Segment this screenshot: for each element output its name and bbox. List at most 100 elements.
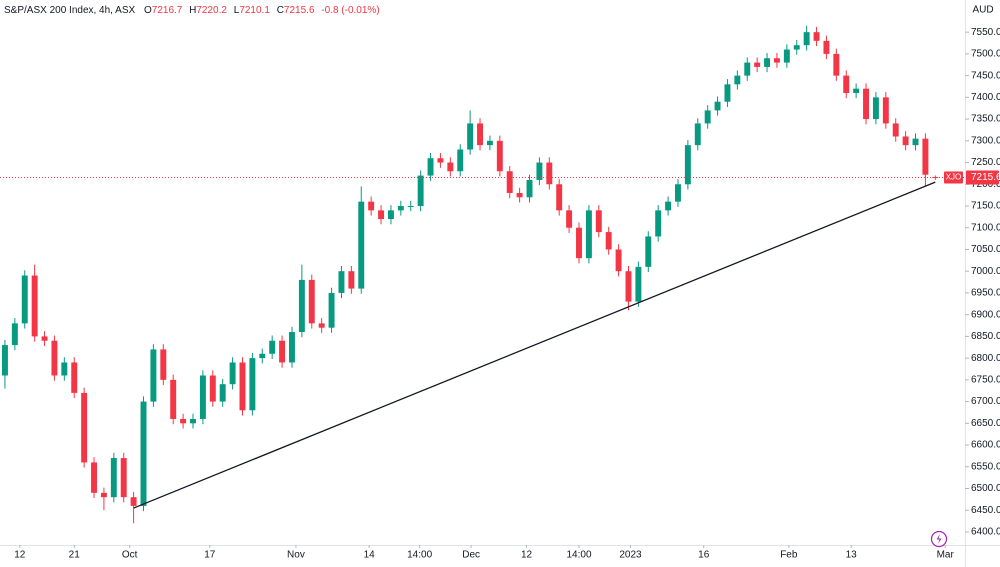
ohlc-letter: L bbox=[234, 5, 240, 16]
ohlc-letter: O bbox=[144, 5, 152, 16]
y-tick-label: 6850.0 bbox=[971, 331, 1000, 342]
candle-body bbox=[51, 340, 58, 376]
candle-body bbox=[407, 206, 414, 208]
candle-body bbox=[754, 62, 761, 67]
candle-body bbox=[120, 458, 127, 498]
y-tick-label: 7550.0 bbox=[971, 27, 1000, 38]
candle-body bbox=[892, 123, 899, 137]
symbol-badge-bg bbox=[944, 171, 963, 184]
y-tick-label: 7100.0 bbox=[971, 222, 1000, 233]
candle-body bbox=[41, 336, 48, 341]
x-tick-label: 13 bbox=[846, 550, 858, 561]
candle-body bbox=[348, 271, 355, 289]
x-tick-label: 14 bbox=[364, 550, 376, 561]
candle-body bbox=[209, 375, 216, 402]
candle-body bbox=[100, 492, 107, 498]
y-tick-label: 6450.0 bbox=[971, 505, 1000, 516]
candle-body bbox=[932, 177, 939, 179]
y-tick-label: 6400.0 bbox=[971, 527, 1000, 538]
candle-body bbox=[833, 53, 840, 76]
trendline bbox=[133, 181, 936, 509]
candle-body bbox=[71, 362, 78, 393]
candle-body bbox=[902, 136, 909, 146]
y-tick-label: 7450.0 bbox=[971, 70, 1000, 81]
candle-body bbox=[229, 362, 236, 385]
candle-body bbox=[387, 210, 394, 220]
x-tick-label: 17 bbox=[204, 550, 216, 561]
y-tick-label: 6750.0 bbox=[971, 374, 1000, 385]
candle-body bbox=[714, 101, 721, 111]
candle-body bbox=[912, 138, 919, 146]
candle-body bbox=[506, 171, 513, 193]
candle-body bbox=[269, 340, 276, 354]
x-tick-label: Oct bbox=[122, 550, 138, 561]
ohlc-value: 7216.7 bbox=[152, 5, 183, 16]
logo[interactable] bbox=[930, 530, 948, 548]
symbol-badge: XJO bbox=[946, 173, 962, 182]
candle-body bbox=[1, 345, 8, 376]
candle-body bbox=[863, 88, 869, 120]
candle-body bbox=[91, 462, 97, 493]
ohlc-value: 7215.6 bbox=[284, 5, 315, 16]
candle-body bbox=[783, 49, 790, 63]
candle-body bbox=[368, 201, 375, 211]
candle-body bbox=[526, 179, 533, 198]
candle-body bbox=[417, 175, 424, 207]
candle-body bbox=[298, 279, 305, 333]
y-tick-label: 6600.0 bbox=[971, 440, 1000, 451]
y-tick-label: 6550.0 bbox=[971, 461, 1000, 472]
candle-body bbox=[566, 210, 573, 228]
candle-body bbox=[328, 292, 335, 328]
candle-body bbox=[793, 45, 800, 50]
candle-body bbox=[843, 75, 850, 94]
ohlc-letter: H bbox=[189, 5, 196, 16]
y-tick-label: 6950.0 bbox=[971, 288, 1000, 299]
candle-body bbox=[734, 75, 741, 85]
candle-body bbox=[170, 379, 177, 419]
candle-body bbox=[308, 279, 315, 324]
candle-body bbox=[21, 275, 28, 324]
x-tick-label: 14:00 bbox=[407, 550, 432, 561]
currency: AUD bbox=[972, 5, 993, 16]
candle-body bbox=[427, 158, 434, 176]
candle-body bbox=[813, 32, 820, 41]
x-tick-label: Dec bbox=[462, 550, 480, 561]
candle-body bbox=[546, 162, 553, 185]
chart-title: S&P/ASX 200 Index, 4h, ASX bbox=[4, 5, 136, 16]
y-tick-label: 7300.0 bbox=[971, 135, 1000, 146]
candle-body bbox=[536, 162, 543, 180]
candle-body bbox=[11, 323, 18, 346]
candle-body bbox=[289, 332, 295, 363]
y-tick-label: 7050.0 bbox=[971, 244, 1000, 255]
candle-body bbox=[358, 201, 365, 289]
candle-body bbox=[110, 458, 117, 498]
candle-body bbox=[872, 97, 879, 120]
candle-body bbox=[467, 123, 474, 150]
candle-body bbox=[625, 271, 632, 302]
candle-body bbox=[477, 123, 483, 146]
candle-body bbox=[397, 206, 404, 211]
ohlc-value: 7210.1 bbox=[239, 5, 270, 16]
candle-body bbox=[823, 40, 830, 54]
candle-body bbox=[378, 210, 385, 220]
logo-bolt bbox=[936, 534, 942, 544]
candle-body bbox=[140, 401, 147, 506]
candle-body bbox=[645, 236, 652, 267]
candle-body bbox=[704, 110, 711, 124]
x-tick-label: Nov bbox=[287, 550, 305, 561]
candle-body bbox=[160, 349, 167, 380]
last-price-label: 7215.6 bbox=[971, 172, 1000, 183]
candle-body bbox=[437, 158, 444, 163]
candle-body bbox=[31, 275, 38, 337]
plot-area bbox=[0, 25, 965, 524]
candle-body bbox=[556, 184, 563, 211]
y-tick-label: 7250.0 bbox=[971, 157, 1000, 168]
candle-body bbox=[239, 362, 246, 411]
candle-body bbox=[180, 418, 187, 424]
y-tick-label: 6800.0 bbox=[971, 353, 1000, 364]
ohlc-letter: C bbox=[277, 5, 284, 16]
x-tick-label: 16 bbox=[698, 550, 710, 561]
chart-legend: S&P/ASX 200 Index, 4h, ASX O7216.7 H7220… bbox=[4, 5, 380, 16]
candle-body bbox=[605, 232, 612, 250]
